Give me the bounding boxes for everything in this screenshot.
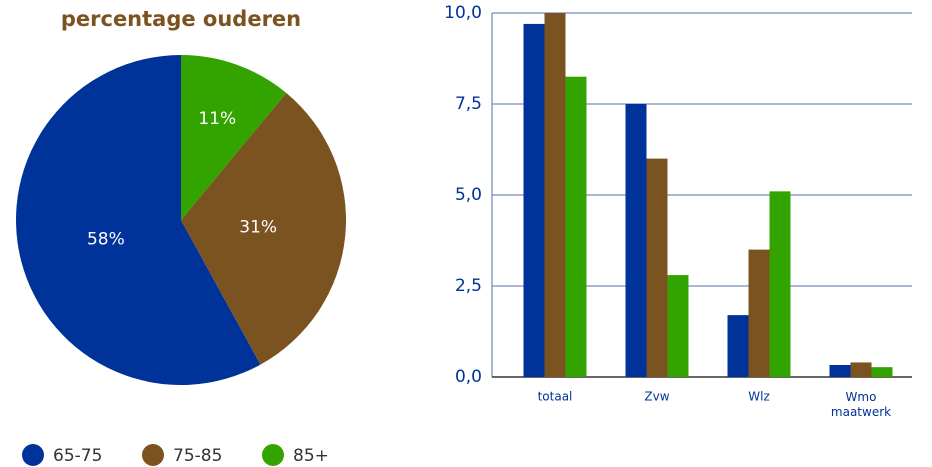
x-tick-label: Wlz: [748, 390, 770, 404]
x-tick-label: totaal: [538, 390, 573, 404]
x-tick-label-line: maatwerk: [831, 405, 891, 419]
slice-label: 58%: [87, 229, 125, 249]
chart-title: percentage ouderen: [61, 7, 301, 31]
pie-slice: [181, 92, 346, 365]
x-tick-label-line: Wmo: [846, 390, 877, 404]
bar: [646, 158, 668, 377]
bar: [625, 104, 647, 377]
y-tick-label: 0,0: [455, 367, 482, 387]
legend-swatch: [22, 444, 44, 466]
y-tick-label: 2,5: [455, 276, 482, 296]
legend-label: 75-85: [173, 446, 222, 466]
legend-swatch: [262, 444, 284, 466]
bar: [667, 275, 689, 377]
bar: [829, 364, 851, 377]
slice-label: 31%: [239, 217, 277, 237]
legend-label: 65-75: [53, 446, 102, 466]
y-tick-label: 7,5: [455, 94, 482, 114]
bar: [748, 249, 770, 377]
pie-slice: [16, 55, 261, 385]
x-tick-label: Zvw: [644, 390, 669, 404]
bar: [850, 362, 872, 377]
slice-label: 11%: [198, 109, 236, 129]
y-tick-label: 10,0: [444, 3, 482, 23]
bar: [727, 315, 749, 377]
legend-label: 85+: [293, 446, 329, 466]
x-tick-label: Wmo maatwerk: [831, 390, 891, 419]
bar: [523, 23, 545, 377]
y-tick-label: 5,0: [455, 185, 482, 205]
bar: [871, 367, 893, 377]
bar: [544, 13, 566, 377]
bar: [769, 191, 791, 377]
legend-swatch: [142, 444, 164, 466]
pie-slice: [181, 55, 287, 220]
bar: [565, 76, 587, 377]
